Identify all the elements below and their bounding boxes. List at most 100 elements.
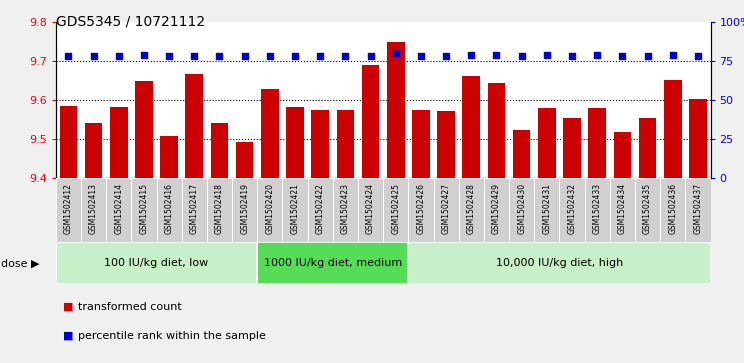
Point — [339, 53, 351, 59]
Bar — [463, 77, 480, 178]
Text: ■: ■ — [63, 331, 74, 341]
Bar — [257, 242, 408, 284]
Bar — [106, 178, 132, 242]
Bar — [610, 178, 635, 242]
Bar — [664, 79, 682, 178]
Text: percentile rank within the sample: percentile rank within the sample — [78, 331, 266, 341]
Text: GSM1502434: GSM1502434 — [618, 183, 627, 234]
Text: GSM1502420: GSM1502420 — [266, 183, 275, 234]
Bar — [56, 242, 257, 284]
Bar — [312, 110, 329, 178]
Point — [566, 53, 578, 59]
Point — [591, 52, 603, 57]
Point — [365, 53, 376, 59]
Text: GSM1502429: GSM1502429 — [492, 183, 501, 234]
Bar — [236, 142, 254, 178]
Bar — [261, 89, 279, 178]
Point — [163, 53, 175, 59]
Bar — [307, 178, 333, 242]
Point — [692, 53, 704, 59]
Text: GSM1502417: GSM1502417 — [190, 183, 199, 234]
Point — [667, 52, 679, 57]
Bar — [459, 178, 484, 242]
Text: GSM1502437: GSM1502437 — [693, 183, 702, 234]
Bar — [383, 178, 408, 242]
Text: GDS5345 / 10721112: GDS5345 / 10721112 — [56, 15, 205, 29]
Point — [314, 53, 326, 59]
Text: GSM1502436: GSM1502436 — [668, 183, 677, 234]
Text: GSM1502416: GSM1502416 — [164, 183, 173, 234]
Bar — [257, 178, 283, 242]
Bar — [589, 109, 606, 178]
Bar — [283, 178, 307, 242]
Bar — [185, 74, 203, 178]
Text: 1000 IU/kg diet, medium: 1000 IU/kg diet, medium — [263, 258, 402, 268]
Bar — [639, 118, 656, 178]
Text: GSM1502412: GSM1502412 — [64, 183, 73, 234]
Bar — [232, 178, 257, 242]
Text: GSM1502425: GSM1502425 — [391, 183, 400, 234]
Text: GSM1502428: GSM1502428 — [466, 183, 476, 234]
Point — [440, 53, 452, 59]
Bar — [56, 178, 81, 242]
Bar — [434, 178, 459, 242]
Bar — [336, 110, 354, 178]
Bar — [487, 83, 505, 178]
Text: GSM1502421: GSM1502421 — [290, 183, 300, 234]
Bar — [437, 111, 455, 178]
Bar — [635, 178, 660, 242]
Point — [214, 53, 225, 59]
Point — [62, 53, 74, 59]
Point — [617, 53, 629, 59]
Bar — [412, 110, 430, 178]
Text: GSM1502422: GSM1502422 — [315, 183, 324, 234]
Text: dose ▶: dose ▶ — [1, 258, 40, 268]
Bar — [85, 123, 103, 178]
Text: GSM1502431: GSM1502431 — [542, 183, 551, 234]
Bar — [81, 178, 106, 242]
Bar — [135, 81, 153, 178]
Text: GSM1502426: GSM1502426 — [417, 183, 426, 234]
Text: GSM1502427: GSM1502427 — [442, 183, 451, 234]
Bar — [513, 130, 530, 178]
Bar — [358, 178, 383, 242]
Bar — [362, 65, 379, 178]
Bar — [685, 178, 711, 242]
Text: GSM1502433: GSM1502433 — [593, 183, 602, 234]
Text: GSM1502415: GSM1502415 — [139, 183, 149, 234]
Point — [113, 53, 125, 59]
Point — [88, 53, 100, 59]
Text: GSM1502423: GSM1502423 — [341, 183, 350, 234]
Text: ■: ■ — [63, 302, 74, 312]
Text: 10,000 IU/kg diet, high: 10,000 IU/kg diet, high — [496, 258, 623, 268]
Bar — [614, 132, 631, 178]
Bar — [286, 107, 304, 178]
Bar — [60, 106, 77, 178]
Bar — [585, 178, 610, 242]
Point — [641, 53, 653, 59]
Bar — [563, 118, 581, 178]
Bar — [408, 178, 434, 242]
Point — [490, 52, 502, 57]
Bar — [160, 136, 178, 178]
Bar — [207, 178, 232, 242]
Point — [188, 53, 200, 59]
Point — [465, 52, 477, 57]
Bar — [538, 109, 556, 178]
Bar — [509, 178, 534, 242]
Text: GSM1502424: GSM1502424 — [366, 183, 375, 234]
Bar — [387, 42, 405, 178]
Point — [264, 53, 276, 59]
Bar — [534, 178, 559, 242]
Point — [289, 53, 301, 59]
Point — [390, 50, 402, 56]
Point — [541, 52, 553, 57]
Bar — [333, 178, 358, 242]
Bar — [660, 178, 685, 242]
Point — [138, 52, 150, 57]
Bar — [408, 242, 711, 284]
Text: GSM1502413: GSM1502413 — [89, 183, 98, 234]
Bar — [110, 107, 127, 178]
Bar — [689, 99, 707, 178]
Text: GSM1502419: GSM1502419 — [240, 183, 249, 234]
